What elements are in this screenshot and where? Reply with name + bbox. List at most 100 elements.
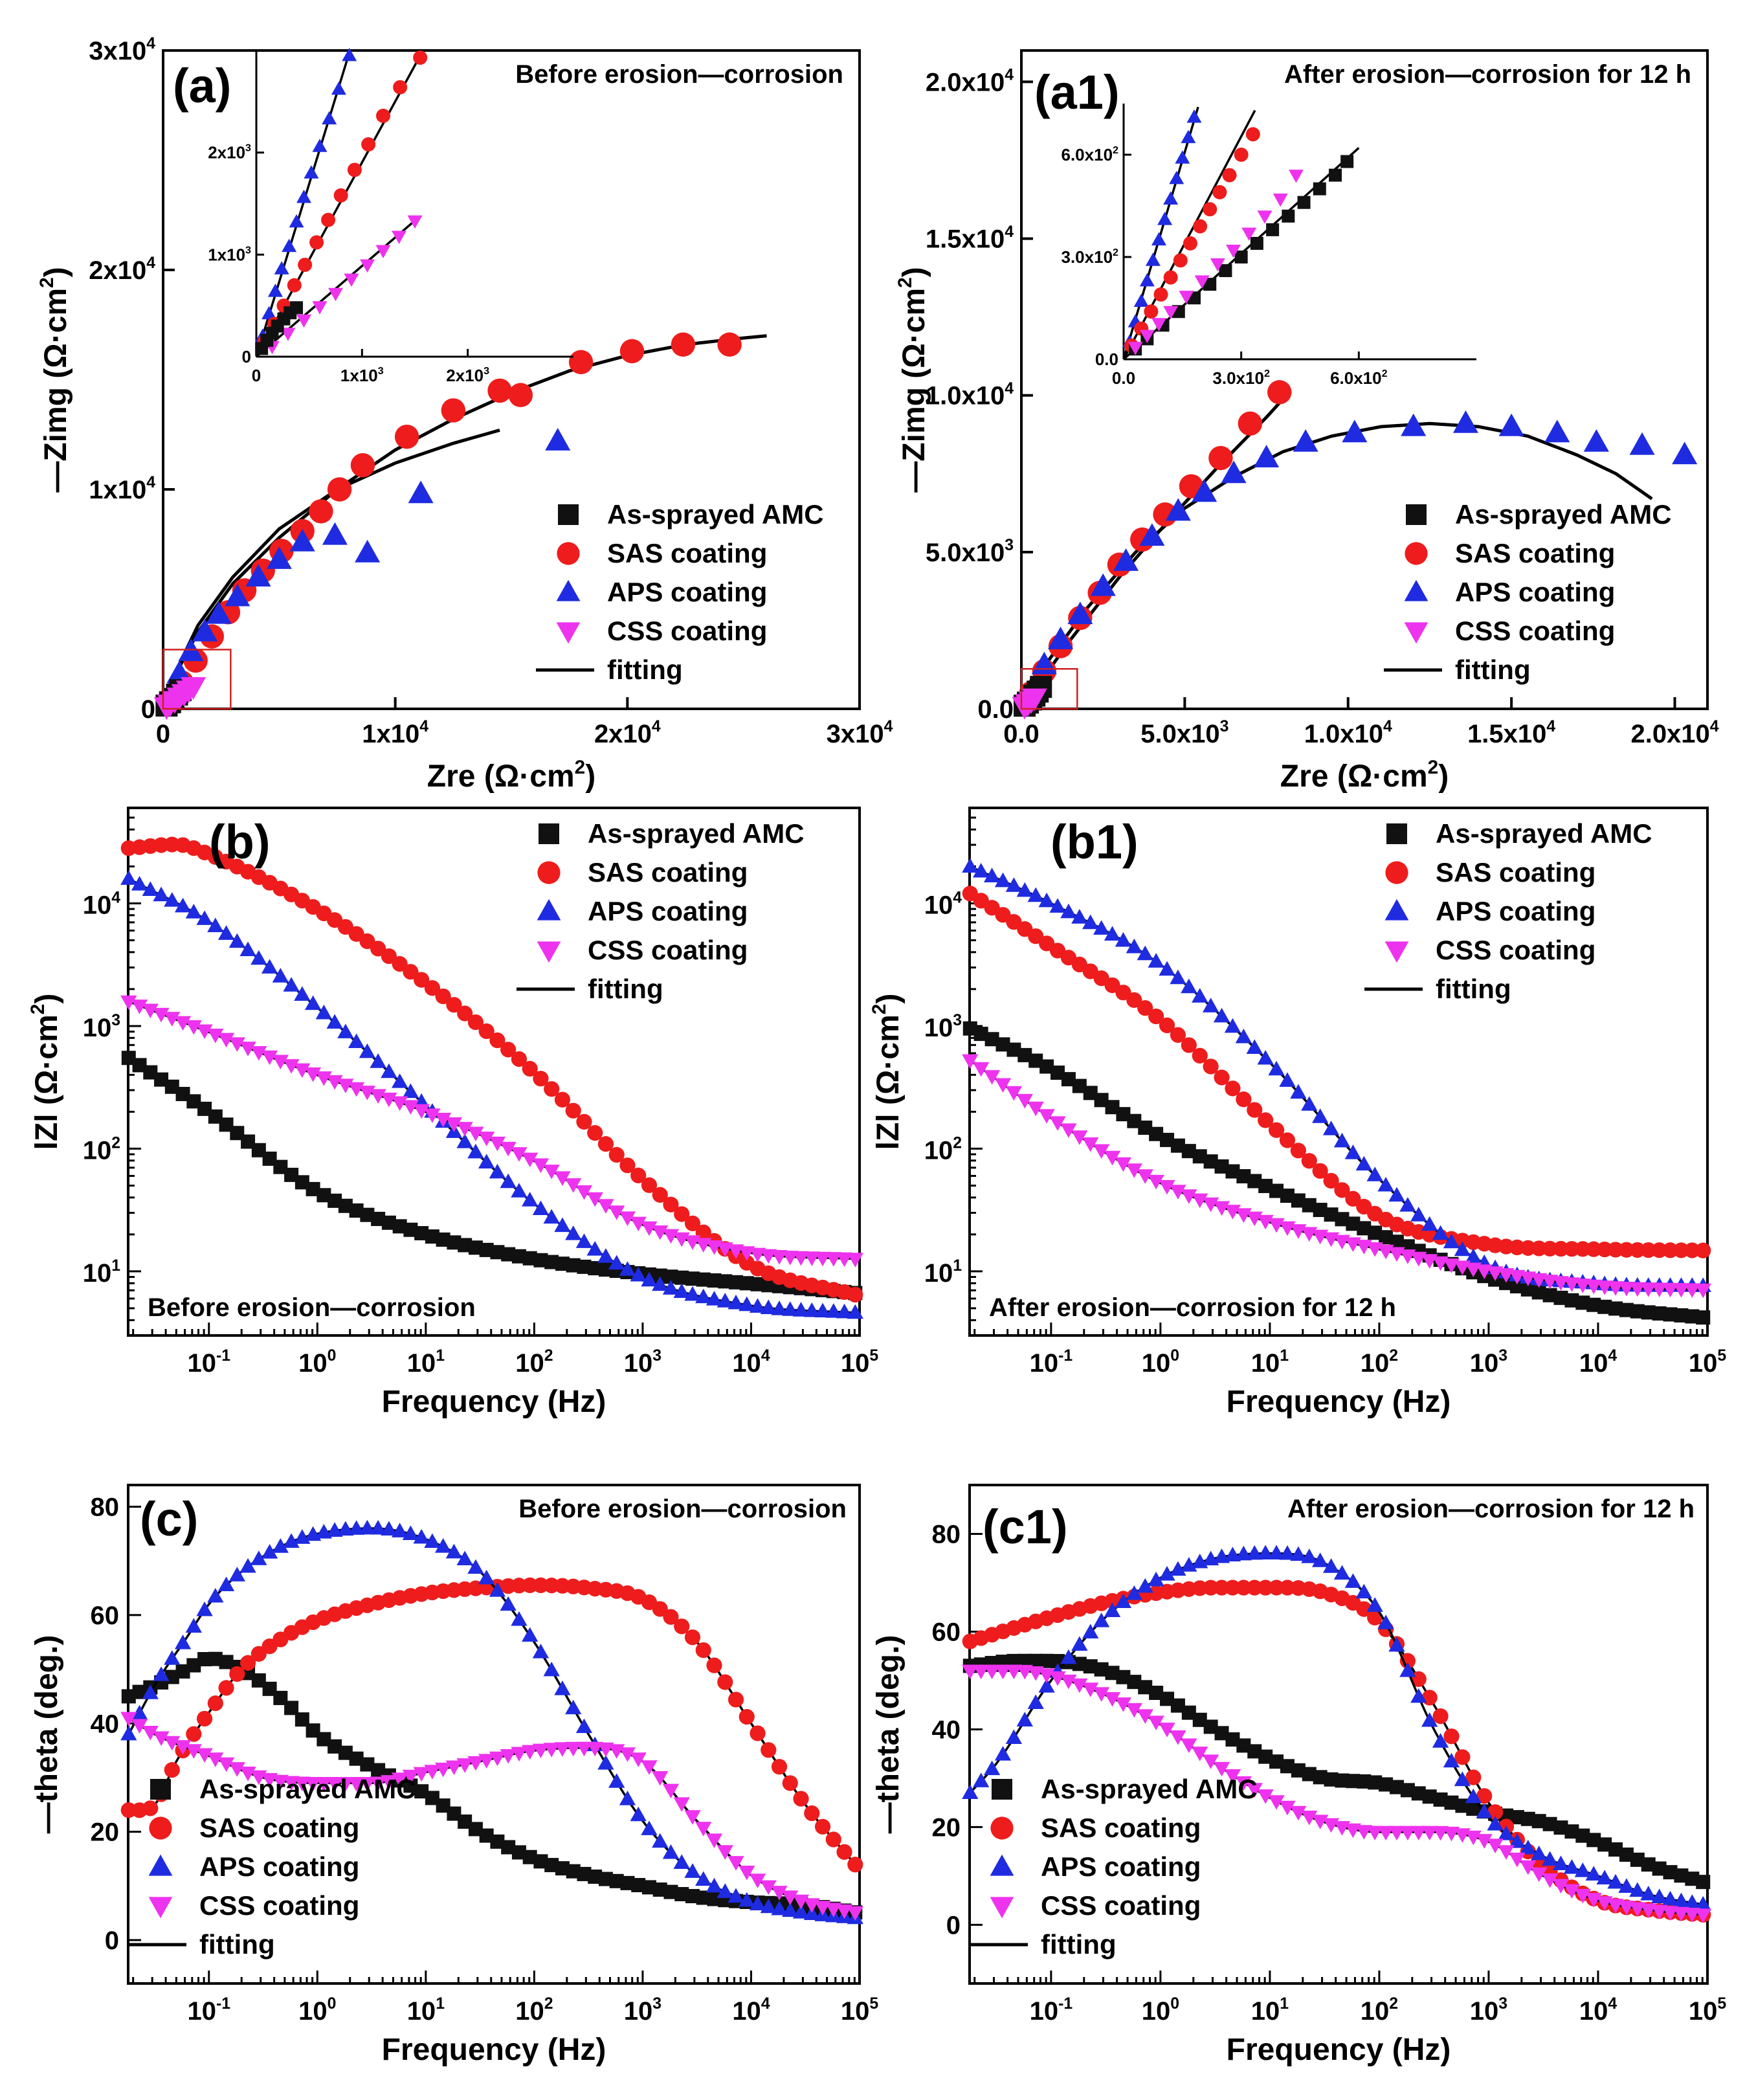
data-point xyxy=(652,1276,669,1291)
data-point xyxy=(1607,1242,1624,1258)
data-point xyxy=(1192,1149,1207,1164)
inset-data-point xyxy=(342,47,357,61)
data-point xyxy=(1181,1738,1197,1754)
data-point xyxy=(620,1875,635,1890)
data-point xyxy=(1377,1614,1394,1629)
data-point xyxy=(1090,573,1116,596)
data-point xyxy=(1267,380,1292,405)
legend-item-as-sprayed-amc: As-sprayed AMC xyxy=(1406,499,1672,530)
x-tick-label: 0.0 xyxy=(1003,720,1039,748)
legend-item-aps-coating: APS coating xyxy=(148,1851,359,1882)
data-point xyxy=(1452,410,1479,433)
legend-marker-sas-coating xyxy=(557,542,580,565)
data-point xyxy=(218,1680,234,1696)
series-aps-coating xyxy=(120,870,863,1319)
data-point xyxy=(1214,1159,1229,1174)
inset-data-point xyxy=(312,139,328,152)
data-point xyxy=(154,1072,169,1087)
data-point xyxy=(458,1238,472,1253)
inset-data-point xyxy=(1145,252,1161,266)
data-point xyxy=(1366,1826,1383,1841)
data-point xyxy=(586,1741,603,1757)
data-point xyxy=(467,1126,484,1142)
data-point xyxy=(1159,1566,1175,1581)
data-point xyxy=(1192,479,1217,502)
data-point xyxy=(120,1725,137,1741)
data-point xyxy=(435,988,451,1005)
data-point xyxy=(673,1854,690,1869)
y-tick-label: 20 xyxy=(932,1813,961,1842)
inset-data-point xyxy=(1157,212,1173,225)
data-point xyxy=(283,977,300,992)
data-point xyxy=(1367,1609,1383,1625)
data-point xyxy=(619,1747,636,1762)
inset-data-point xyxy=(1169,170,1184,184)
legend-item-as-sprayed-amc: As-sprayed AMC xyxy=(992,1774,1258,1804)
fitting-line xyxy=(128,843,860,1297)
panel-label: (b) xyxy=(209,815,271,869)
inset-data-point xyxy=(1234,251,1248,263)
data-point xyxy=(272,1538,289,1553)
inset-data-point xyxy=(1226,244,1241,258)
data-point xyxy=(1104,1692,1121,1707)
data-point xyxy=(402,1100,419,1115)
data-point xyxy=(1203,1580,1219,1596)
data-point xyxy=(1324,1207,1339,1222)
data-point xyxy=(1619,1847,1634,1862)
data-point xyxy=(1105,1666,1120,1681)
data-point xyxy=(847,1286,863,1303)
data-point xyxy=(225,583,250,607)
inset-y-tick-label: 0 xyxy=(242,347,251,366)
data-point xyxy=(217,1033,235,1048)
data-point xyxy=(684,1629,701,1646)
data-point xyxy=(1377,1176,1394,1192)
data-point xyxy=(1618,1878,1635,1893)
inset-data-point xyxy=(392,230,406,244)
data-point xyxy=(1575,1828,1590,1843)
data-point xyxy=(217,925,235,940)
data-point xyxy=(662,1280,680,1295)
y-tick-label: 1.0x104 xyxy=(926,380,1014,410)
data-point xyxy=(1115,932,1132,947)
y-tick-label: 0 xyxy=(105,1927,119,1955)
data-point xyxy=(641,1177,658,1193)
fitting-line xyxy=(970,1027,1708,1319)
y-tick-label: 80 xyxy=(91,1493,120,1521)
data-point xyxy=(467,1756,484,1771)
data-point xyxy=(663,1884,678,1899)
data-point xyxy=(1312,1552,1329,1567)
data-point xyxy=(1214,1726,1229,1741)
legend-label: SAS coating xyxy=(1436,857,1595,888)
inset-data-point xyxy=(321,212,336,227)
data-point xyxy=(1696,1310,1711,1325)
x-tick-label: 2x104 xyxy=(594,718,661,748)
data-point xyxy=(1652,1861,1667,1876)
plot-frame xyxy=(968,807,1709,1337)
legend-item-fitting: fitting xyxy=(536,654,683,685)
data-point xyxy=(424,1765,441,1780)
data-point xyxy=(445,1543,463,1559)
data-point xyxy=(1344,1573,1362,1588)
data-point xyxy=(1410,1688,1427,1703)
data-point xyxy=(1028,1053,1043,1068)
data-point xyxy=(1072,1657,1087,1671)
data-point xyxy=(1662,1242,1678,1258)
data-point xyxy=(478,1569,495,1585)
data-point xyxy=(577,1866,592,1881)
data-point xyxy=(1696,1875,1711,1890)
panel-b: 10-1 100 101 102 103 104 105 101 102 103 104 (b) Bef… xyxy=(27,807,878,1419)
legend-label: CSS coating xyxy=(588,935,748,965)
legend-marker-css-coating xyxy=(990,1897,1014,1919)
data-point xyxy=(1082,914,1099,930)
series-sas-coating xyxy=(962,886,1711,1258)
data-point xyxy=(565,1178,582,1193)
x-axis-title: Frequency (Hz) xyxy=(1227,1385,1451,1419)
panel-c1: 10-1 100 101 102 103 104 105 0 20 40 60 80 (c1) After… xyxy=(871,1484,1726,2067)
data-point xyxy=(1575,1241,1591,1257)
data-point xyxy=(478,1754,495,1769)
inset-fitting-line xyxy=(1122,109,1256,360)
data-point xyxy=(1149,1126,1164,1141)
data-point xyxy=(304,995,322,1011)
data-point xyxy=(1268,1795,1285,1810)
data-point xyxy=(196,1748,213,1763)
